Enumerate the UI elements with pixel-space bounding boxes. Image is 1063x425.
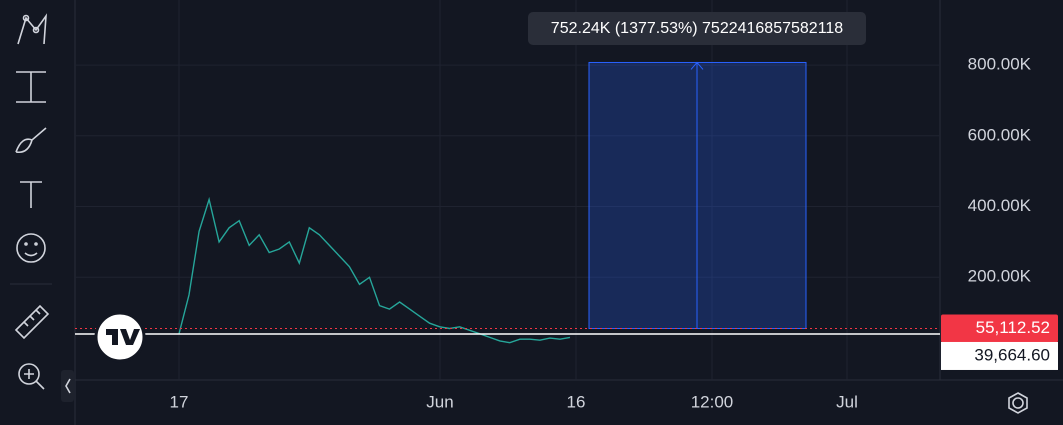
crosshair-box (941, 341, 1058, 370)
measure-label: 752.24K (1377.53%) 7522416857582118 (551, 20, 844, 37)
zoom-tool[interactable] (18, 363, 45, 390)
collapse-toolbar[interactable] (61, 370, 74, 402)
ruler-tool[interactable] (14, 304, 50, 340)
x-tick-label: 12:00 (691, 392, 734, 411)
brush-tool[interactable] (15, 127, 47, 154)
emoji-tool[interactable] (16, 233, 46, 263)
y-tick-label: 800.00K (968, 55, 1032, 74)
price-line (178, 196, 571, 344)
y-tick-label: 400.00K (968, 196, 1032, 215)
toolbar (10, 13, 74, 402)
arrow-head (690, 61, 704, 70)
text-tool[interactable] (20, 181, 42, 208)
settings[interactable] (1008, 392, 1028, 414)
y-tick-label: 200.00K (968, 267, 1032, 286)
x-tick-label: Jul (836, 392, 858, 411)
crosshair-label: 39,664.60 (974, 345, 1050, 364)
last-price-box (941, 314, 1058, 343)
plot: 200.00K 400.00K 600.00K 800.00K 17 Jun 16 12:00… (75, 0, 1058, 411)
tradingview-logo (94, 311, 146, 363)
y-tick-label: 600.00K (968, 125, 1032, 144)
measure-tooltip (528, 12, 866, 45)
pattern-tool[interactable] (17, 13, 48, 45)
x-tick-label: 17 (170, 392, 189, 411)
x-tick-label: Jun (426, 392, 453, 411)
collapse-arrow (65, 378, 71, 394)
measure-tool[interactable] (16, 71, 46, 103)
x-tick-label: 16 (567, 392, 586, 411)
last-price-label: 55,112.52 (976, 318, 1050, 337)
